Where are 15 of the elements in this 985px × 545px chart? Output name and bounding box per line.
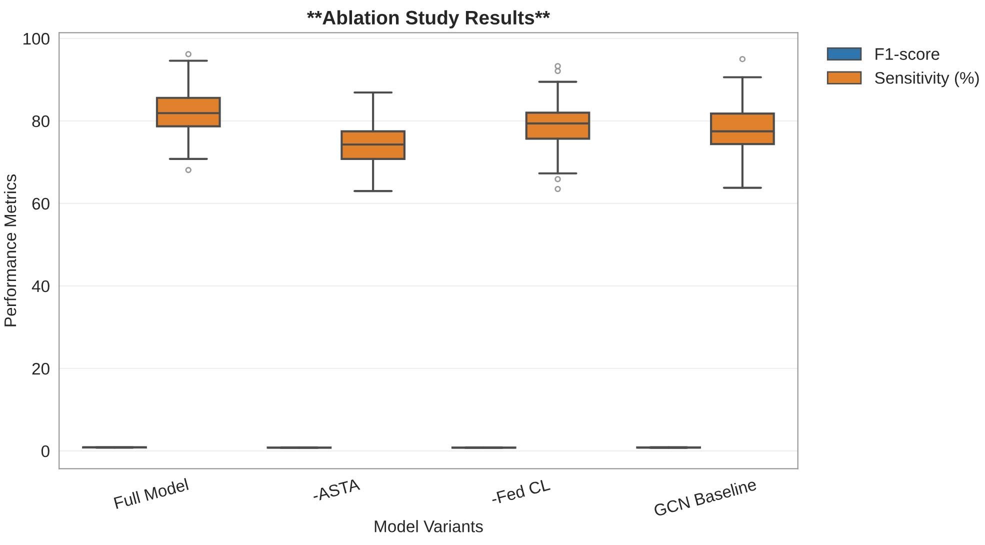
y-tick-label: 40 bbox=[32, 280, 50, 292]
y-tick-label: 100 bbox=[24, 32, 50, 45]
y-axis-title: Performance Metrics bbox=[4, 174, 16, 326]
x-tick-label: GCN Baseline bbox=[653, 478, 757, 517]
x-axis-title: Model Variants bbox=[374, 520, 483, 532]
y-tick-label: 80 bbox=[32, 115, 50, 128]
x-tick-label: -ASTA bbox=[312, 478, 360, 502]
legend-label: Sensitivity (%) bbox=[875, 72, 979, 88]
legend-label: F1-score bbox=[876, 48, 940, 60]
y-tick-label: 20 bbox=[32, 362, 50, 375]
x-tick-label: -Fed CL bbox=[490, 478, 551, 505]
y-tick-label: 0 bbox=[41, 445, 50, 458]
y-tick-label: 60 bbox=[32, 198, 50, 210]
chart-title: **Ablation Study Results** bbox=[306, 10, 550, 28]
x-tick-label: Full Model bbox=[114, 478, 189, 510]
